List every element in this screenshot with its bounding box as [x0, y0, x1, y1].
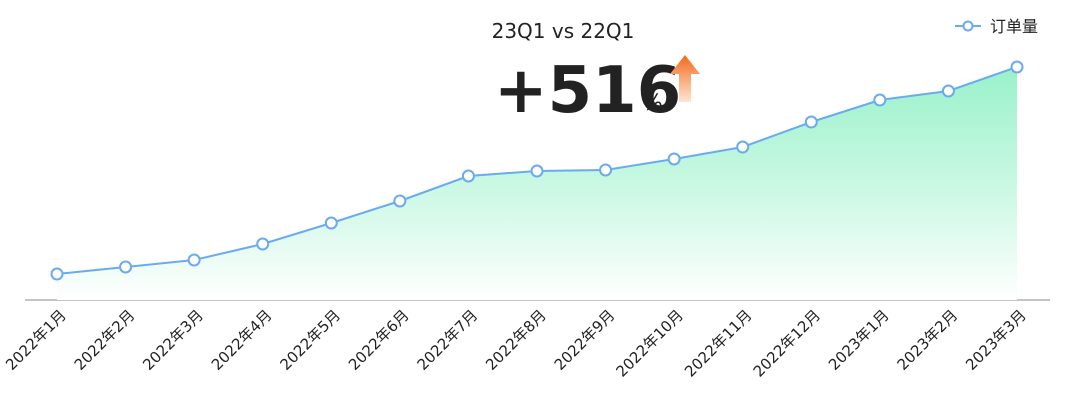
- point: [187, 253, 201, 267]
- point: [667, 152, 681, 166]
- point: [941, 84, 955, 98]
- x-tick-label: 2022年6月: [345, 306, 413, 374]
- area: [57, 67, 1017, 300]
- x-tick-label: 2023年2月: [894, 306, 962, 374]
- point: [804, 115, 818, 129]
- legend-marker: [962, 20, 974, 32]
- x-tick-label: 2022年5月: [276, 306, 344, 374]
- x-tick-label: 2022年12月: [750, 306, 824, 380]
- change-value: +516: [494, 54, 681, 128]
- point: [324, 216, 338, 230]
- x-tick-label: 2022年4月: [208, 306, 276, 374]
- point: [119, 260, 133, 274]
- point: [530, 164, 544, 178]
- x-tick-label: 2022年8月: [482, 306, 550, 374]
- point: [461, 169, 475, 183]
- point: [736, 140, 750, 154]
- comparison-label: 23Q1 vs 22Q1: [492, 19, 635, 43]
- point: [393, 194, 407, 208]
- point: [599, 163, 613, 177]
- x-tick-label: 2023年3月: [962, 306, 1030, 374]
- x-tick-label: 2022年3月: [139, 306, 207, 374]
- point: [50, 267, 64, 281]
- up-arrow: [670, 55, 700, 102]
- point: [873, 93, 887, 107]
- point: [256, 237, 270, 251]
- legend-label: 订单量: [990, 17, 1038, 36]
- x-tick-label: 2022年7月: [414, 306, 482, 374]
- x-tick-label: 2022年1月: [2, 306, 70, 374]
- change-unit: %: [642, 91, 663, 116]
- x-tick-label: 2022年10月: [613, 306, 687, 380]
- point: [1010, 60, 1024, 74]
- x-tick-label: 2023年1月: [825, 306, 893, 374]
- x-tick-label: 2022年2月: [71, 306, 139, 374]
- x-tick-label: 2022年9月: [551, 306, 619, 374]
- x-tick-label: 2022年11月: [681, 306, 755, 380]
